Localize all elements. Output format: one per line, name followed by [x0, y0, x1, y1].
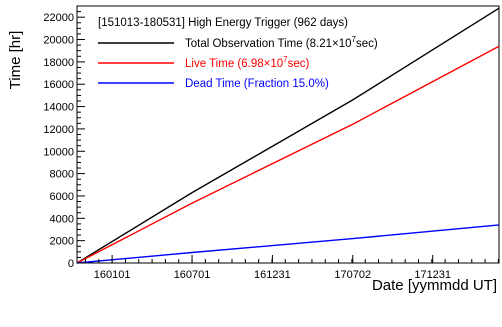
x-tick-label: 170702	[334, 269, 371, 281]
series-line-1	[76, 45, 500, 264]
series-line-0	[76, 7, 500, 264]
y-tick-label: 4000	[50, 213, 74, 225]
y-tick-label: 14000	[43, 102, 74, 114]
x-tick-label: 160701	[174, 269, 211, 281]
y-tick-label: 0	[68, 258, 74, 270]
y-tick-label: 10000	[43, 146, 74, 158]
y-tick-label: 6000	[50, 191, 74, 203]
legend-entries: Total Observation Time (8.21×107sec) Live…	[98, 35, 378, 90]
y-tick-label: 8000	[50, 169, 74, 181]
x-tick-label: 161231	[254, 269, 291, 281]
x-tick-label: 160101	[94, 269, 131, 281]
legend-label-2: Dead Time (Fraction 15.0%)	[185, 78, 329, 90]
y-tick-label: 16000	[43, 79, 74, 91]
legend-title: [151013-180531] High Energy Trigger (962…	[98, 17, 348, 29]
y-tick-label: 12000	[43, 124, 74, 136]
series-line-2	[76, 224, 500, 264]
x-axis-title: Date [yymmdd UT]	[372, 277, 497, 294]
y-tick-label: 2000	[50, 236, 74, 248]
y-axis-title: Time [hr]	[7, 31, 24, 90]
legend-label-1: Live Time (6.98×107sec)	[185, 55, 309, 70]
y-tick-label: 20000	[43, 35, 74, 47]
series-layer	[76, 7, 500, 264]
x-tick-label: 171231	[414, 269, 451, 281]
tick-layer: 0 2000 4000 6000 8000 10000 12000 14000 16000 180…	[43, 11, 499, 281]
legend: [151013-180531] High Energy Trigger (962…	[98, 17, 378, 90]
y-tick-label: 18000	[43, 57, 74, 69]
legend-label-0: Total Observation Time (8.21×107sec)	[185, 35, 378, 50]
y-tick-label: 22000	[43, 12, 74, 24]
